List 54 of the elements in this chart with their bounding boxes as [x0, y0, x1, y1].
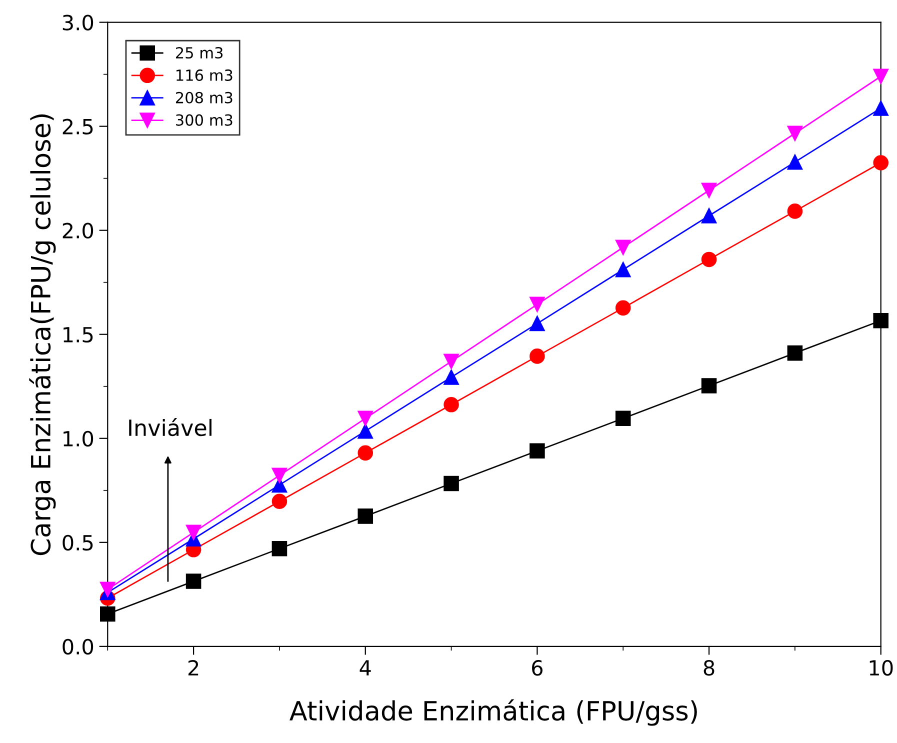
point — [615, 262, 631, 278]
annotation: Inviável — [129, 418, 212, 436]
point — [873, 155, 888, 170]
y-tick-label: 3.0 — [62, 14, 94, 30]
x-axis-title: Atividade Enzimática (FPU/gss) — [290, 699, 697, 726]
y-tick-label: 1.5 — [64, 327, 93, 343]
point — [530, 443, 545, 458]
x-tick-label: 4 — [360, 660, 371, 676]
point — [530, 316, 545, 332]
point — [358, 410, 374, 426]
x-tick-label: 8 — [704, 660, 714, 676]
point — [530, 348, 545, 364]
point — [358, 508, 374, 524]
y-tick-label: 0.5 — [62, 534, 93, 551]
point — [272, 540, 288, 556]
point — [615, 410, 631, 426]
legend-label: 25 m3 — [176, 47, 223, 59]
point — [787, 204, 803, 219]
point — [701, 252, 717, 268]
point — [873, 100, 888, 116]
point — [701, 208, 717, 224]
point — [615, 300, 631, 316]
y-tick-label: 2.5 — [62, 118, 93, 135]
legend-label: 116 m3 — [176, 69, 232, 81]
point — [444, 370, 459, 385]
legend-label: 208 m3 — [176, 92, 232, 104]
y-tick-label: 1.0 — [64, 430, 94, 447]
point — [615, 240, 631, 256]
point — [444, 476, 459, 492]
point — [787, 154, 803, 170]
point — [358, 445, 374, 461]
point — [358, 423, 374, 439]
point — [787, 126, 803, 142]
y-tick-label: 0.0 — [62, 638, 94, 655]
x-tick-label: 6 — [532, 660, 543, 676]
point — [272, 494, 288, 510]
point — [444, 397, 459, 412]
point — [186, 524, 202, 540]
point — [873, 68, 888, 84]
point — [701, 378, 717, 394]
x-tick-label: 2 — [188, 660, 198, 676]
point — [444, 354, 459, 370]
point — [100, 582, 116, 598]
x-tick-label: 10 — [870, 660, 893, 676]
point — [186, 574, 202, 589]
point — [701, 182, 717, 198]
legend-label: 300 m3 — [176, 114, 232, 126]
point — [873, 312, 888, 328]
point — [787, 345, 803, 361]
point — [272, 468, 288, 484]
y-axis-title: Carga Enzimática(FPU/g celulose) — [29, 114, 56, 556]
point — [530, 296, 545, 312]
point — [100, 606, 116, 622]
y-tick-label: 2.0 — [62, 222, 94, 239]
